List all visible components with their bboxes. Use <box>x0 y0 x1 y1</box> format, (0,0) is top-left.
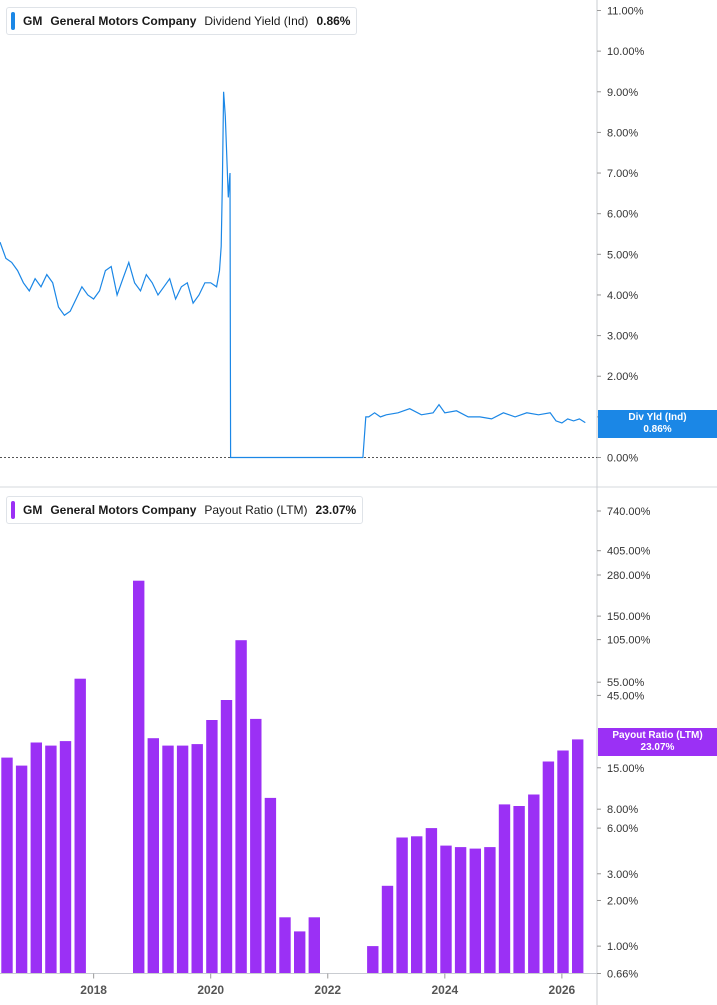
y-tick-label: 6.00% <box>607 823 638 835</box>
payout-ratio-swatch <box>11 501 15 519</box>
payout-ratio-bar <box>206 720 218 974</box>
y-tick-label: 10.00% <box>607 46 645 58</box>
payout-ratio-bar <box>264 797 277 974</box>
dividend-yield-legend: GM General Motors Company Dividend Yield… <box>6 7 358 35</box>
y-tick-label: 8.00% <box>607 804 638 816</box>
payout-ratio-bar <box>45 745 57 974</box>
payout-ratio-bar <box>440 845 452 974</box>
payout-ratio-bar <box>498 804 511 974</box>
payout-ratio-bar <box>484 847 496 974</box>
payout-ratio-bar <box>381 885 394 974</box>
company-name: General Motors Company <box>50 503 197 517</box>
payout-ratio-bar <box>279 917 291 974</box>
payout-ratio-bar <box>396 837 408 974</box>
y-tick-label: 3.00% <box>607 331 638 343</box>
y-tick-label: 7.00% <box>607 168 638 180</box>
y-tick-label: 405.00% <box>607 546 651 558</box>
y-tick-label: 5.00% <box>607 249 638 261</box>
y-tick-label: 11.00% <box>607 6 644 18</box>
payout-ratio-bar <box>15 765 28 974</box>
value-label-name: Payout Ratio (LTM) <box>612 730 703 741</box>
y-tick-label: 1.00% <box>607 941 638 953</box>
dividend-yield-value-label: Div Yld (Ind) 0.86% <box>598 410 717 438</box>
payout-ratio-bar <box>542 761 555 974</box>
payout-ratio-bar <box>74 678 86 974</box>
payout-ratio-bar <box>133 580 145 974</box>
y-tick-label: 105.00% <box>607 635 651 647</box>
payout-ratio-bar <box>454 847 467 974</box>
y-tick-label: 3.00% <box>607 869 638 881</box>
y-tick-label: 0.00% <box>607 453 638 465</box>
value-label-name: Div Yld (Ind) <box>628 412 687 423</box>
y-tick-label: 15.00% <box>607 763 645 775</box>
y-tick-label: 0.66% <box>607 969 638 981</box>
y-tick-label: 2.00% <box>607 895 638 907</box>
payout-ratio-bar <box>59 741 72 974</box>
payout-ratio-bar <box>220 700 233 974</box>
payout-ratio-bar <box>176 745 189 974</box>
payout-ratio-bar <box>469 848 481 974</box>
payout-ratio-bar <box>235 640 247 974</box>
metric-name: Payout Ratio (LTM) <box>204 503 308 517</box>
y-tick-label: 740.00% <box>607 506 651 518</box>
x-tick-label: 2018 <box>80 983 107 997</box>
y-tick-label: 2.00% <box>607 371 638 383</box>
y-tick-label: 55.00% <box>607 677 645 689</box>
metric-name: Dividend Yield (Ind) <box>204 14 309 28</box>
payout-ratio-bar <box>513 806 525 974</box>
y-tick-label: 280.00% <box>607 570 651 582</box>
value-label-value: 23.07% <box>640 742 675 753</box>
metric-value: 23.07% <box>315 503 357 517</box>
x-tick-label: 2024 <box>431 983 458 997</box>
payout-ratio-bar <box>411 836 423 974</box>
y-tick-label: 8.00% <box>607 127 638 139</box>
value-label-value: 0.86% <box>643 424 672 435</box>
y-tick-label: 4.00% <box>607 290 638 302</box>
payout-ratio-bar <box>162 745 174 974</box>
ticker: GM <box>23 503 43 517</box>
payout-ratio-bar <box>250 718 262 974</box>
payout-ratio-bar <box>572 739 584 974</box>
company-name: General Motors Company <box>50 14 197 28</box>
metric-value: 0.86% <box>316 14 351 28</box>
x-tick-label: 2022 <box>314 983 341 997</box>
y-tick-label: 6.00% <box>607 209 638 221</box>
ticker: GM <box>23 14 43 28</box>
payout-ratio-bar <box>308 917 320 974</box>
payout-ratio-bar <box>191 744 203 974</box>
payout-ratio-bar <box>367 946 379 974</box>
x-tick-label: 2020 <box>197 983 224 997</box>
payout-ratio-value-label: Payout Ratio (LTM) 23.07% <box>598 728 717 756</box>
y-tick-label: 45.00% <box>607 690 645 702</box>
payout-ratio-bar <box>425 828 438 974</box>
payout-ratio-bar <box>147 738 159 974</box>
x-tick-label: 2026 <box>549 983 576 997</box>
payout-ratio-legend: GM General Motors Company Payout Ratio (… <box>6 496 364 524</box>
payout-ratio-bar <box>1 757 13 974</box>
payout-ratio-bar <box>294 931 306 974</box>
payout-ratio-bar <box>528 794 540 974</box>
y-tick-label: 150.00% <box>607 611 651 623</box>
payout-ratio-bar <box>557 750 569 974</box>
payout-ratio-bar <box>30 742 42 974</box>
dividend-yield-line <box>0 91 586 459</box>
dividend-yield-swatch <box>11 12 15 30</box>
y-tick-label: 9.00% <box>607 87 638 99</box>
